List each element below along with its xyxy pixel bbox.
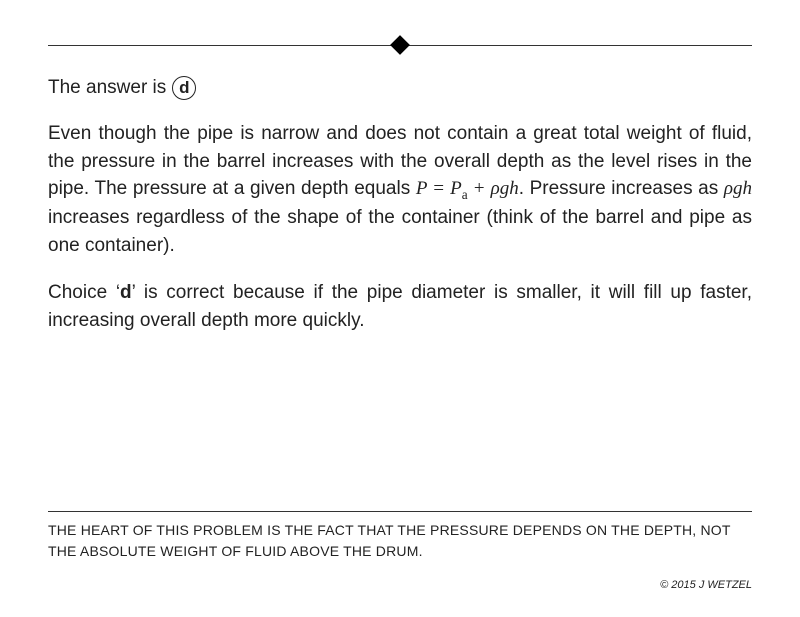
f2-rho: ρ xyxy=(724,178,733,199)
f-rho: ρ xyxy=(491,178,500,199)
p2-letter: d xyxy=(120,282,132,303)
answer-prefix: The answer is xyxy=(48,77,166,99)
f2-g: g xyxy=(733,178,743,199)
rho-g-h-formula: ρgh xyxy=(724,178,752,199)
answer-line: The answer is d xyxy=(48,76,752,100)
f-plus: + xyxy=(468,178,491,199)
bottom-divider xyxy=(48,511,752,512)
f-g: g xyxy=(500,178,510,199)
p1-seg3: increases regardless of the shape of the… xyxy=(48,207,752,256)
explanation-para-2: Choice ‘d’ is correct because if the pip… xyxy=(48,279,752,334)
solution-page: The answer is d Even though the pipe is … xyxy=(0,0,800,617)
pressure-formula: P = Pa + ρgh xyxy=(416,178,519,199)
heart-text: THE HEART OF THIS PROBLEM IS THE FACT TH… xyxy=(48,520,752,561)
p1-seg2: . Pressure increases as xyxy=(519,178,724,199)
explanation-para-1: Even though the pipe is narrow and does … xyxy=(48,120,752,259)
divider-diamond-icon xyxy=(390,35,410,55)
answer-letter-circled: d xyxy=(172,76,196,100)
f-P: P xyxy=(416,178,427,199)
copyright: © 2015 J WETZEL xyxy=(48,579,752,591)
f2-h: h xyxy=(743,178,753,199)
f-eq: = xyxy=(427,178,450,199)
p2-seg2: ’ is correct because if the pipe diamete… xyxy=(48,282,752,331)
p2-seg1: Choice ‘ xyxy=(48,282,120,303)
f-h: h xyxy=(509,178,519,199)
top-divider xyxy=(48,38,752,52)
f-Pa-P: P xyxy=(450,178,462,199)
bottom-block: THE HEART OF THIS PROBLEM IS THE FACT TH… xyxy=(48,511,752,591)
